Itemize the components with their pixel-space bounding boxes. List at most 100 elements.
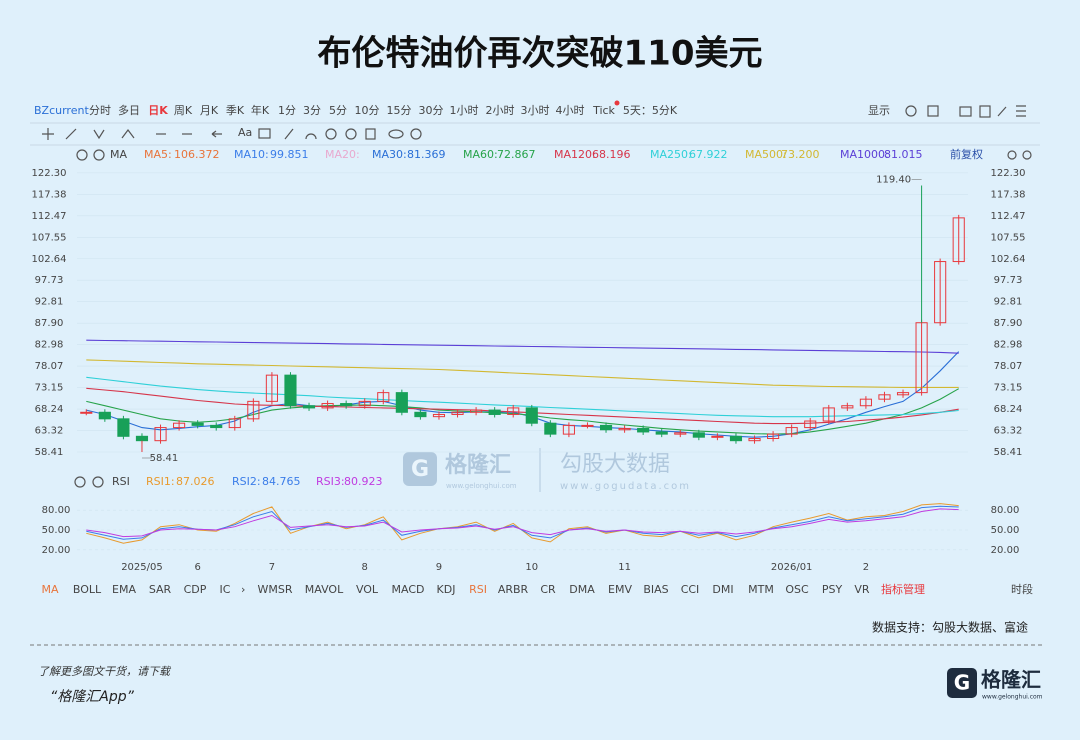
legend-label[interactable]: MA30:: [372, 148, 407, 161]
candle: [729, 435, 743, 442]
indicator-tab[interactable]: MA: [41, 583, 58, 596]
footer-logo-url: www.gelonghui.com: [982, 694, 1043, 701]
indicator-tab[interactable]: VR: [854, 583, 870, 596]
indicator-tab[interactable]: BIAS: [643, 583, 668, 596]
y-tick-label: 97.73: [994, 275, 1023, 286]
y-tick-label: 20.00: [991, 545, 1020, 556]
y-tick-label: 73.15: [994, 383, 1023, 394]
period-tab[interactable]: 季K: [226, 104, 245, 117]
legend-label[interactable]: MA20:: [325, 148, 360, 161]
page-title: 布伦特油价再次突破110美元: [318, 34, 763, 74]
indicator-tab[interactable]: CDP: [184, 583, 207, 596]
legend-label[interactable]: RSI1:: [146, 475, 175, 488]
indicator-tab[interactable]: VOL: [356, 583, 379, 596]
period-tab[interactable]: 周K: [174, 104, 193, 117]
indicator-tab[interactable]: CR: [540, 583, 556, 596]
legend-value: 84.765: [262, 475, 301, 488]
y-tick-label: 73.15: [35, 383, 64, 394]
indicator-tab[interactable]: RSI: [469, 583, 487, 596]
legend-value: 80.923: [344, 475, 383, 488]
session-tab[interactable]: 时段: [1011, 582, 1033, 596]
period-tab[interactable]: 10分: [355, 104, 380, 117]
rsi-line: [86, 508, 959, 538]
candle: [451, 411, 464, 415]
legend-value: 68.196: [592, 148, 631, 161]
indicator-tab[interactable]: WMSR: [258, 583, 293, 596]
period-tab[interactable]: Tick: [592, 104, 615, 117]
period-tab[interactable]: 30分: [419, 104, 444, 117]
candle: [896, 392, 910, 396]
indicator-tab[interactable]: MACD: [392, 583, 425, 596]
ma-line: [86, 387, 959, 425]
indicator-tab[interactable]: OSC: [785, 583, 809, 596]
indicator-tab[interactable]: DMA: [569, 583, 595, 596]
legend-value: 106.372: [174, 148, 220, 161]
legend-label[interactable]: RSI3:: [316, 475, 345, 488]
symbol[interactable]: BZcurrent: [34, 104, 89, 117]
candle: [358, 400, 371, 407]
x-tick-label: 9: [436, 562, 442, 573]
display-menu[interactable]: 显示: [868, 104, 890, 117]
legend-label[interactable]: MA500:: [745, 148, 787, 161]
indicator-tab[interactable]: BOLL: [73, 583, 102, 596]
indicator-tab[interactable]: KDJ: [437, 583, 456, 596]
legend-label[interactable]: MA120:: [554, 148, 596, 161]
indicator-tab[interactable]: EMA: [112, 583, 136, 596]
candle: [284, 374, 297, 407]
period-tab[interactable]: 5天：5分K: [623, 104, 678, 117]
legend-label[interactable]: MA1000:: [840, 148, 889, 161]
period-tab[interactable]: 4小时: [556, 104, 585, 117]
y-tick-label: 80.00: [991, 505, 1020, 516]
drawing-tools[interactable]: [42, 105, 1032, 488]
period-tab[interactable]: 15分: [387, 104, 412, 117]
period-tab[interactable]: 3小时: [521, 104, 550, 117]
period-tab[interactable]: 1分: [278, 104, 296, 117]
adjust-label[interactable]: 前复权: [950, 147, 983, 161]
y-tick-label: 122.30: [32, 168, 67, 179]
legend-value: 81.369: [407, 148, 446, 161]
candle: [98, 411, 111, 420]
indicator-tab[interactable]: 指标管理: [881, 582, 925, 596]
legend-label[interactable]: MA250:: [650, 148, 692, 161]
candle: [395, 392, 408, 413]
period-tab[interactable]: 月K: [200, 104, 219, 117]
legend-label[interactable]: MA5:: [144, 148, 172, 161]
legend-label[interactable]: MA60:: [463, 148, 498, 161]
period-tab[interactable]: 5分: [329, 104, 347, 117]
indicator-tab[interactable]: MTM: [748, 583, 774, 596]
candle: [154, 427, 167, 442]
y-tick-label: 50.00: [42, 525, 71, 536]
indicator-tab[interactable]: DMI: [712, 583, 733, 596]
ma-line: [86, 359, 959, 388]
period-tab[interactable]: 2小时: [486, 104, 515, 117]
candle: [822, 407, 835, 422]
candle: [878, 394, 891, 400]
period-tab[interactable]: 1小时: [450, 104, 479, 117]
candle: [321, 403, 334, 409]
x-tick-label: 2: [863, 562, 869, 573]
indicator-tab[interactable]: IC: [220, 583, 231, 596]
period-tab[interactable]: 日K: [148, 104, 168, 117]
indicator-tab[interactable]: SAR: [149, 583, 172, 596]
indicator-tab[interactable]: PSY: [822, 583, 843, 596]
period-tab[interactable]: 多日: [118, 103, 140, 117]
font-button[interactable]: Aa: [238, 126, 252, 139]
y-tick-label: 122.30: [991, 168, 1026, 179]
indicator-tab[interactable]: EMV: [608, 583, 632, 596]
indicator-tab[interactable]: CCI: [681, 583, 700, 596]
watermark-logo-letter: G: [411, 457, 429, 482]
period-tab[interactable]: 分时: [89, 104, 111, 117]
y-tick-label: 78.07: [35, 361, 64, 372]
candle: [414, 411, 427, 418]
legend-label[interactable]: RSI2:: [232, 475, 261, 488]
period-tab[interactable]: 3分: [303, 104, 321, 117]
candle: [952, 217, 965, 263]
footer-logo-letter: G: [954, 671, 970, 695]
legend-label[interactable]: MA10:: [234, 148, 269, 161]
period-tab[interactable]: 年K: [251, 103, 270, 117]
candle: [655, 431, 668, 435]
legend-value: 72.867: [497, 148, 536, 161]
indicator-tab[interactable]: MAVOL: [305, 583, 344, 596]
indicator-tab[interactable]: ARBR: [498, 583, 529, 596]
